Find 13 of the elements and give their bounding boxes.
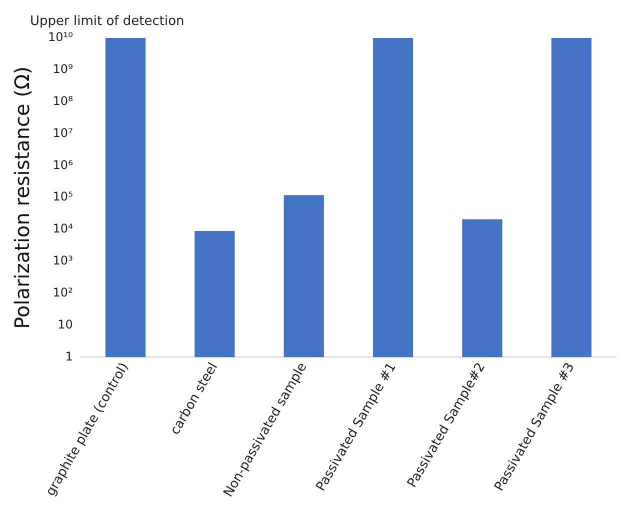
y-tick-label: 10⁸: [52, 94, 74, 108]
y-tick-label: 1: [65, 349, 73, 364]
y-tick-label: 10⁵: [52, 190, 74, 204]
y-axis-title: Polarization resistance (Ω): [10, 66, 34, 329]
y-tick-label: 10³: [52, 254, 74, 268]
y-tick-label: 10⁹: [52, 62, 74, 76]
y-tick-label: 10⁷: [52, 126, 74, 140]
y-tick-label: 10: [58, 317, 73, 332]
y-tick-label: 10⁶: [52, 158, 74, 172]
y-tick-label: 10²: [52, 286, 74, 300]
text: Upper limit of detection: [30, 14, 184, 29]
y-tick-label: 10¹⁰: [48, 30, 74, 44]
y-tick-label: 10⁴: [52, 222, 74, 236]
